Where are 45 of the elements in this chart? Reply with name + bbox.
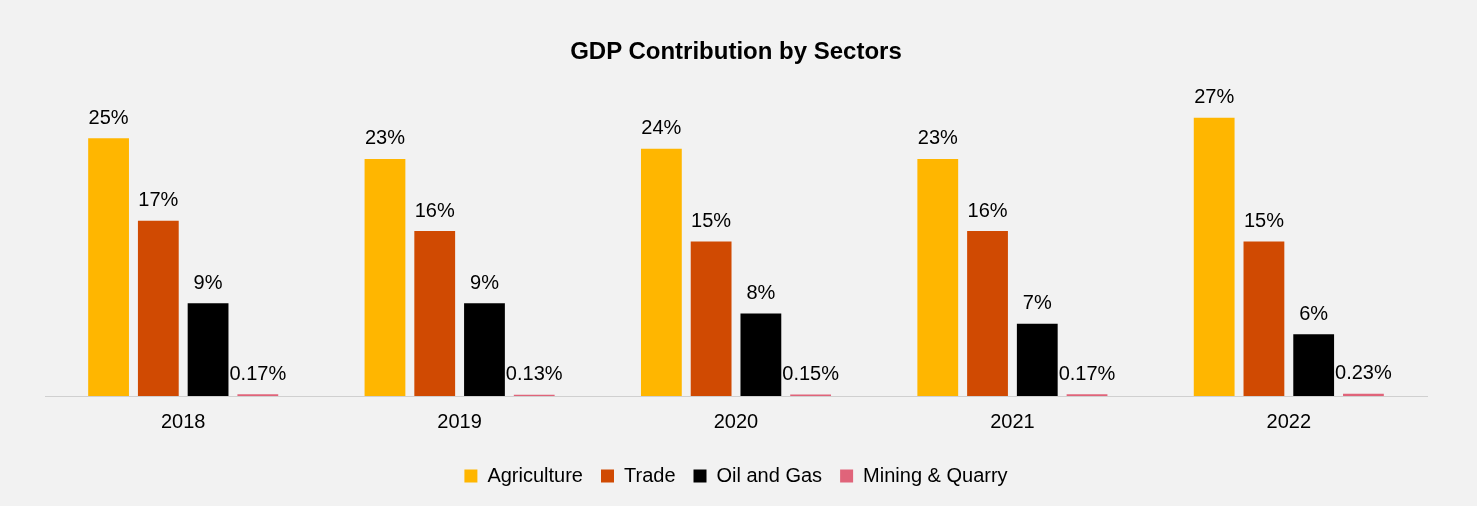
legend-label: Mining & Quarry — [863, 463, 1008, 486]
bar — [137, 220, 179, 396]
data-label: 25% — [88, 105, 129, 128]
data-label: 0.17% — [229, 361, 287, 384]
data-label: 15% — [691, 208, 732, 231]
x-tick-label: 2020 — [713, 409, 759, 432]
data-label: 0.15% — [782, 361, 840, 384]
bar — [414, 231, 456, 396]
data-label: 0.17% — [1058, 361, 1116, 384]
bar — [364, 158, 406, 396]
bar — [740, 313, 782, 396]
bar — [640, 148, 682, 396]
chart-title: GDP Contribution by Sectors — [570, 37, 902, 65]
data-label: 17% — [138, 188, 179, 211]
data-label: 27% — [1194, 85, 1235, 108]
bar — [1293, 334, 1335, 396]
data-label: 0.13% — [505, 362, 563, 385]
legend-label: Agriculture — [487, 463, 584, 486]
data-label: 23% — [364, 126, 406, 149]
data-label: 16% — [967, 198, 1008, 221]
data-label: 6% — [1299, 301, 1329, 324]
bar — [690, 241, 732, 396]
bar — [1193, 117, 1235, 396]
data-label: 7% — [1022, 291, 1052, 314]
data-label: 23% — [917, 126, 958, 149]
data-label: 24% — [641, 116, 682, 139]
data-label: 9% — [470, 270, 500, 293]
data-label: 8% — [746, 281, 776, 304]
legend-label: Oil and Gas — [716, 463, 823, 486]
bar — [1243, 241, 1285, 396]
bar — [187, 303, 229, 396]
bar — [1016, 323, 1058, 396]
x-tick-label: 2018 — [160, 409, 206, 432]
x-tick-label: 2021 — [990, 409, 1035, 432]
x-tick-label: 2022 — [1266, 409, 1312, 432]
bar — [88, 138, 129, 396]
data-label: 15% — [1243, 208, 1285, 231]
data-label: 9% — [193, 270, 223, 293]
data-label: 16% — [414, 198, 455, 221]
bar — [917, 158, 959, 396]
bar — [464, 303, 505, 396]
data-label: 0.23% — [1335, 361, 1392, 384]
bar — [967, 231, 1008, 396]
legend-label: Trade — [624, 463, 676, 486]
x-tick-label: 2019 — [437, 409, 482, 432]
